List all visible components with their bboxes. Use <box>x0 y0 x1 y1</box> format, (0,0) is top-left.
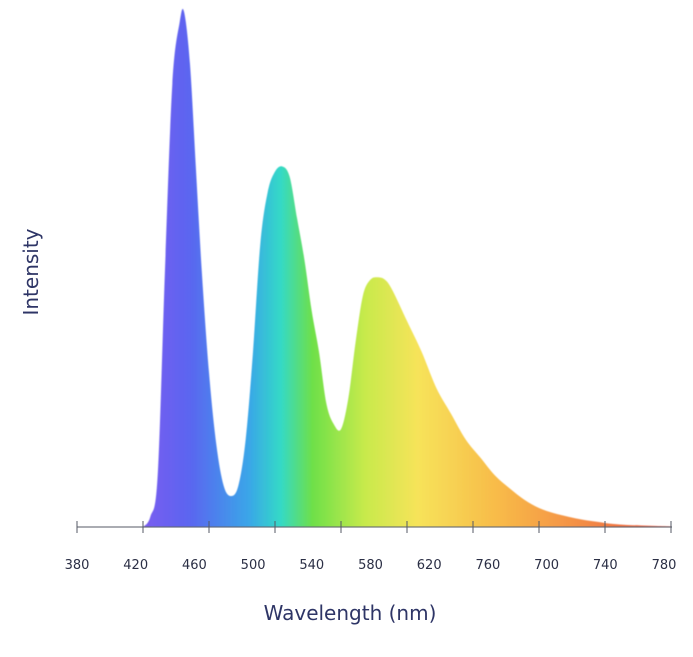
spectrum-area <box>143 8 671 527</box>
x-tick-label: 780 <box>652 558 677 573</box>
x-tick-label: 580 <box>358 558 383 573</box>
x-tick-label: 620 <box>417 558 442 573</box>
x-tick-label: 420 <box>123 558 148 573</box>
x-tick-label: 760 <box>475 558 500 573</box>
x-tick-label: 540 <box>299 558 324 573</box>
x-axis-tick-labels: 380 420 460 500 540 580 620 760 700 740 780 <box>65 558 677 573</box>
x-axis-ticks <box>76 521 672 533</box>
x-axis-title: Wavelength (nm) <box>264 601 437 625</box>
x-tick-label: 740 <box>593 558 618 573</box>
x-tick-label: 500 <box>241 558 266 573</box>
x-tick-label: 380 <box>65 558 90 573</box>
y-axis-title: Intensity <box>19 228 43 315</box>
x-tick-label: 460 <box>182 558 207 573</box>
x-tick-label: 700 <box>534 558 559 573</box>
